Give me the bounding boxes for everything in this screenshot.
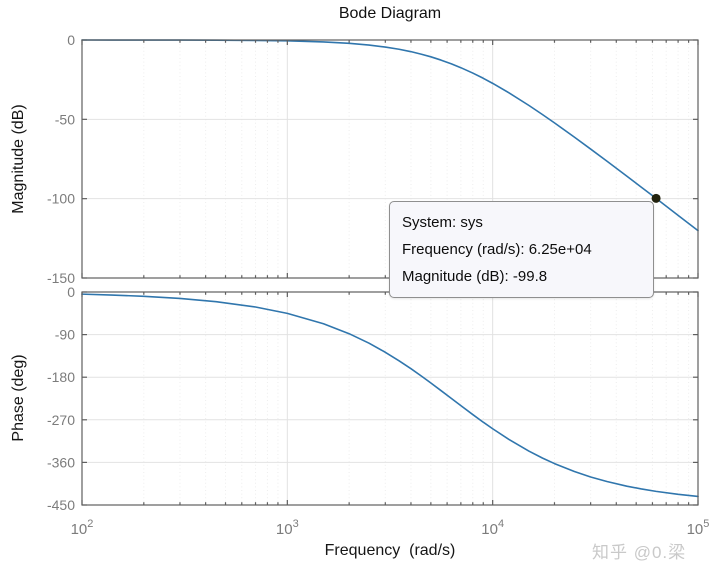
svg-text:-180: -180 bbox=[47, 369, 75, 385]
phase-panel[interactable]: 0 -90 -180 -270 -360 -450 102 103 104 105 bbox=[47, 284, 709, 538]
axes-frame bbox=[81, 291, 699, 506]
datatip-marker[interactable] bbox=[651, 193, 661, 203]
svg-text:-100: -100 bbox=[47, 191, 75, 207]
svg-text:-50: -50 bbox=[55, 111, 75, 127]
phase-curve[interactable] bbox=[81, 293, 699, 498]
chart-title: Bode Diagram bbox=[338, 5, 442, 22]
y-tick-labels: 0 -90 -180 -270 -360 -450 bbox=[47, 284, 75, 513]
datatip-tooltip[interactable]: System: sys Frequency (rad/s): 6.25e+04 … bbox=[389, 201, 654, 298]
svg-text:0: 0 bbox=[67, 284, 75, 300]
svg-text:103: 103 bbox=[276, 518, 299, 538]
svg-text:-270: -270 bbox=[47, 412, 75, 428]
svg-text:104: 104 bbox=[481, 518, 504, 538]
svg-text:-90: -90 bbox=[55, 327, 75, 343]
svg-text:0: 0 bbox=[67, 32, 75, 48]
svg-text:-360: -360 bbox=[47, 454, 75, 470]
grid-lines bbox=[82, 292, 698, 505]
magnitude-axis-label: Magnitude (dB) bbox=[10, 104, 27, 214]
datatip-frequency-line: Frequency (rad/s): 6.25e+04 bbox=[402, 241, 592, 258]
datatip-magnitude-line: Magnitude (dB): -99.8 bbox=[402, 268, 548, 285]
datatip-system-line: System: sys bbox=[402, 214, 483, 231]
frequency-axis-label: Frequency (rad/s) bbox=[324, 542, 456, 559]
watermark: 知乎 @0.梁 bbox=[592, 543, 687, 562]
svg-text:102: 102 bbox=[71, 518, 94, 538]
svg-text:105: 105 bbox=[687, 518, 710, 538]
svg-text:-150: -150 bbox=[47, 270, 75, 286]
svg-text:-450: -450 bbox=[47, 497, 75, 513]
y-tick-labels: 0 -50 -100 -150 bbox=[47, 32, 75, 286]
x-tick-labels: 102 103 104 105 bbox=[71, 518, 710, 538]
phase-axis-label: Phase (deg) bbox=[10, 354, 27, 442]
